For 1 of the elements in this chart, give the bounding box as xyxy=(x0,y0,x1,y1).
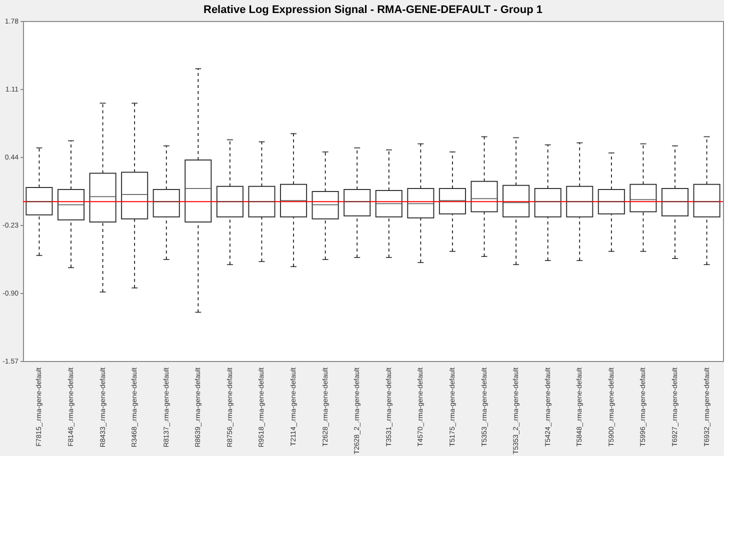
chart-title: Relative Log Expression Signal - RMA-GENE-DEFAULT - Group 1 xyxy=(204,4,542,16)
